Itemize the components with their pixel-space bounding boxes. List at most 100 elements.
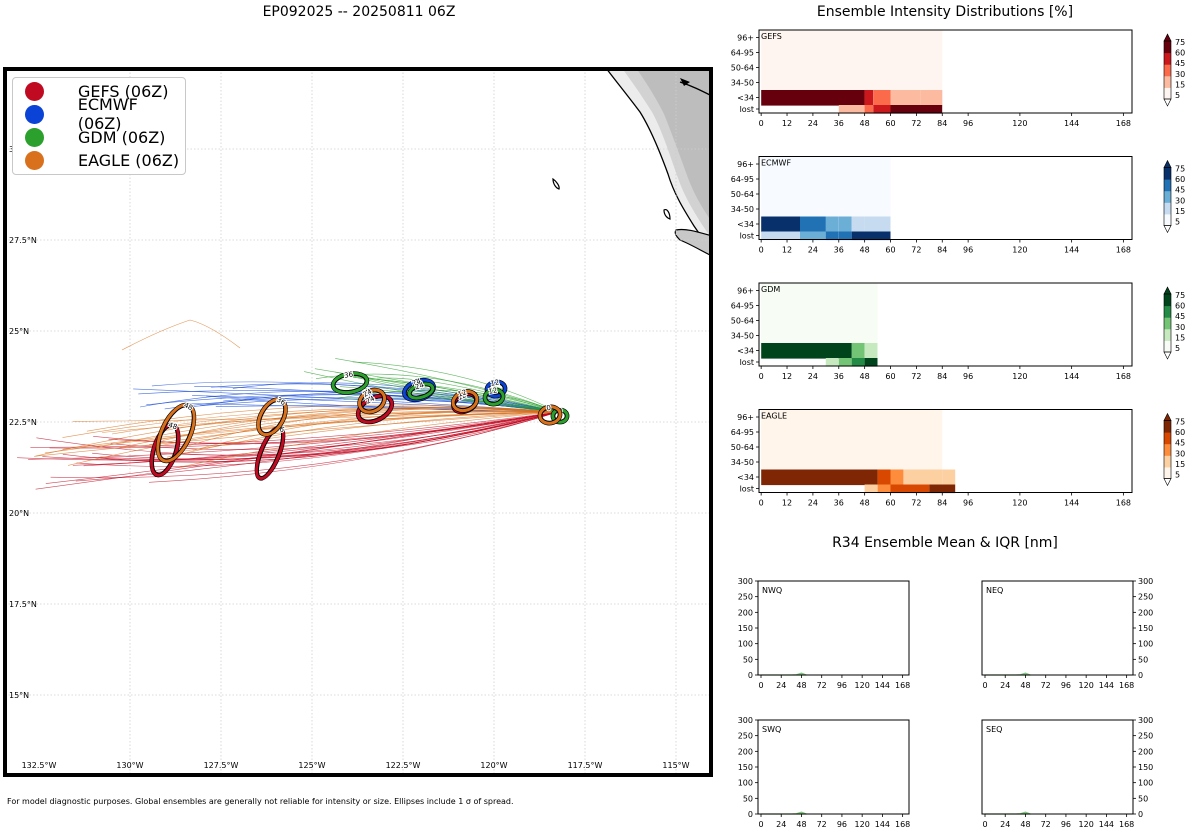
ellipse-hour-label: 12	[490, 378, 500, 387]
heatmap-cell	[761, 439, 943, 456]
x-tick-label: 120	[1012, 372, 1027, 381]
heatmap-panel-gdm: GDM 96+ 64-95 50-64 34-50 <34 lost 0 12 24 36 48 60 7…	[731, 282, 1185, 381]
lat-tick-label: 27.5°N	[9, 236, 37, 245]
r34-axes-frame	[981, 580, 1134, 676]
heatmap-cell	[761, 409, 943, 426]
r34-panel-title: NEQ	[986, 586, 1003, 595]
x-tick-label: 0	[759, 119, 764, 128]
x-tick-label: 144	[1099, 820, 1114, 829]
ellipse-hour-label: 48	[183, 401, 194, 412]
colorbar-segment	[1164, 317, 1171, 330]
heatmap-cell	[761, 343, 852, 359]
colorbar-segment	[1164, 202, 1171, 215]
legend-label-ecmwf: ECMWF (06Z)	[77, 95, 138, 133]
x-tick-label: 168	[1116, 372, 1131, 381]
x-tick-label: 96	[963, 119, 973, 128]
x-tick-label: 72	[1041, 820, 1051, 829]
x-tick-label: 168	[895, 820, 910, 829]
colorbar-extend-min	[1163, 225, 1172, 234]
colorbar-tick-label: 15	[1175, 207, 1185, 216]
heatmap-cell	[761, 424, 943, 441]
ensemble-track-line	[62, 407, 559, 438]
ensemble-track-line	[67, 411, 559, 466]
x-tick-label: 24	[808, 119, 818, 128]
colorbar-segment	[1164, 432, 1171, 445]
ellipse-hour-label: 12	[457, 388, 468, 399]
y-tick-label: lost	[740, 105, 754, 114]
ellipse-hour-label: 36	[344, 370, 355, 380]
x-tick-label: 144	[1064, 499, 1079, 508]
colorbar-segment	[1164, 213, 1171, 226]
x-tick-label: 144	[875, 820, 890, 829]
ellipse-hour-label: 24	[411, 377, 422, 388]
x-tick-label: 24	[1000, 820, 1010, 829]
y-tick-label: 34-50	[731, 458, 754, 467]
x-tick-label: 72	[817, 681, 827, 690]
colorbar-segment	[1164, 328, 1171, 341]
ellipse-hour-label-halo: 36	[344, 370, 355, 380]
ensemble-track-line	[76, 411, 559, 467]
x-tick-label: 48	[860, 499, 870, 508]
y-tick-label: 150	[1138, 624, 1153, 633]
colorbar-tick-label: 45	[1175, 186, 1185, 195]
heatmap-cell	[761, 216, 800, 233]
heatmap-cell	[851, 216, 865, 233]
x-tick-label: 96	[963, 372, 973, 381]
x-tick-label: 144	[1064, 246, 1079, 255]
x-tick-label: 12	[782, 246, 792, 255]
y-tick-label: 200	[738, 608, 753, 617]
heatmap-cell	[864, 216, 891, 233]
colorbar-tick-label: 15	[1175, 333, 1185, 342]
colorbar-tick-label: 60	[1175, 49, 1185, 58]
ensemble-track-line	[184, 411, 559, 452]
x-tick-label: 168	[895, 681, 910, 690]
heatmap-cell	[838, 231, 852, 241]
r34-panel-nwq: NWQ 0 50 100 150 200 250 300 0 24 48 72 96 120 144 168	[738, 577, 911, 690]
x-tick-label: 120	[855, 681, 870, 690]
colorbar-tick-label: 5	[1175, 471, 1180, 480]
heatmap-cell	[864, 343, 878, 359]
colorbar-extend-max	[1163, 159, 1172, 168]
x-tick-label: 84	[937, 372, 947, 381]
colorbar-tick-label: 45	[1175, 439, 1185, 448]
y-tick-label: 0	[748, 671, 753, 680]
ellipse-hour-label: 36	[275, 396, 287, 408]
colorbar-frame	[1163, 40, 1172, 100]
x-tick-label: 72	[911, 246, 921, 255]
legend-item-gdm: GDM (06Z)	[25, 126, 165, 148]
colorbar-segment	[1164, 420, 1171, 433]
y-tick-label: 200	[738, 747, 753, 756]
ensemble-track-line	[376, 377, 559, 413]
colorbar-tick-label: 30	[1175, 70, 1185, 79]
x-tick-label: 48	[796, 820, 806, 829]
ensemble-track-line	[352, 361, 559, 413]
heatmap-section-title: Ensemble Intensity Distributions [%]	[816, 4, 1074, 20]
y-tick-label: 250	[1138, 593, 1153, 602]
uncertainty-ellipse: 48 48	[155, 400, 197, 464]
r34-panel-title: SWQ	[762, 725, 781, 734]
x-tick-label: 144	[1064, 119, 1079, 128]
colorbar-segment	[1164, 466, 1171, 479]
colorbar-segment	[1164, 75, 1171, 88]
x-tick-label: 84	[937, 499, 947, 508]
colorbar-segment	[1164, 190, 1171, 203]
x-tick-label: 24	[808, 372, 818, 381]
x-tick-label: 60	[885, 119, 895, 128]
heatmap-cell	[761, 90, 865, 106]
x-tick-label: 72	[911, 119, 921, 128]
y-tick-label: 50	[743, 655, 753, 664]
map-frame	[3, 67, 713, 777]
colorbar-tick-label: 15	[1175, 460, 1185, 469]
ellipse-hour-label-halo: 12	[488, 386, 498, 395]
colorbar-extend-min	[1163, 478, 1172, 487]
intensity-heatmaps: GEFS 96+ 64-95 50-64 34-50 <34 lost 0 12 24 36 48 60…	[731, 29, 1185, 508]
colorbar-frame	[1163, 293, 1172, 353]
y-tick-label: 50-64	[731, 443, 754, 452]
heatmap-axes-frame	[758, 29, 1133, 114]
heatmap-cell	[761, 201, 891, 218]
colorbar-segment	[1164, 305, 1171, 318]
heatmap-cell	[825, 358, 839, 367]
